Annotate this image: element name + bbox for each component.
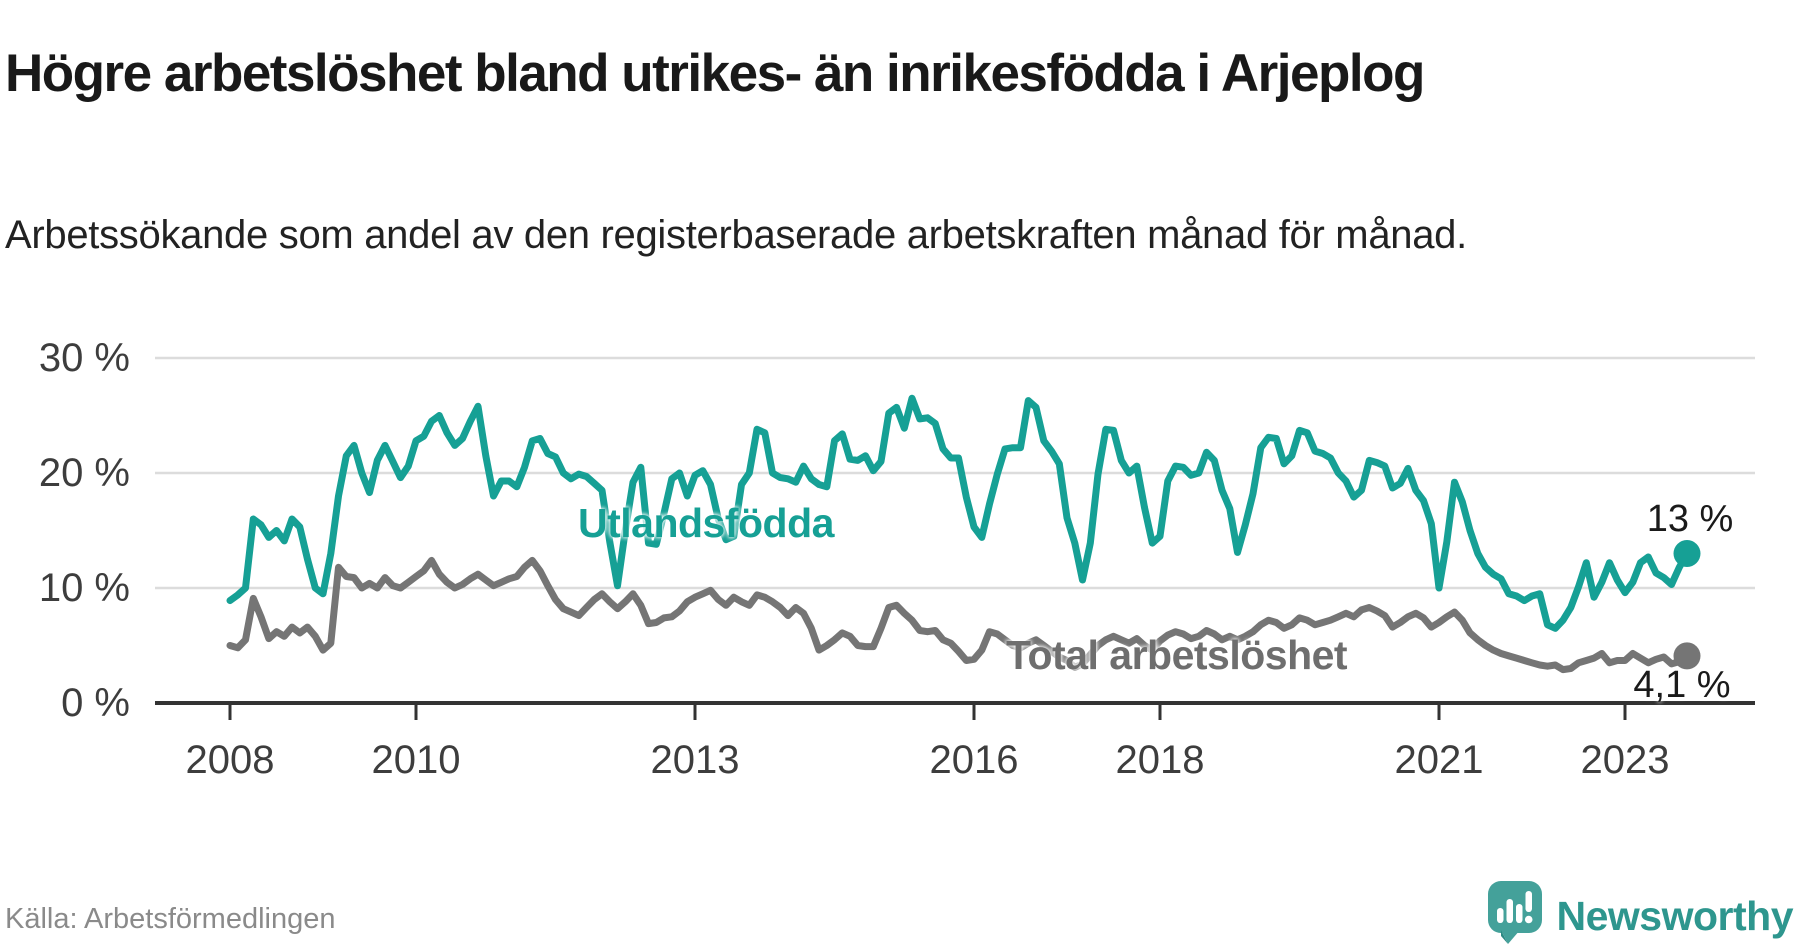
page-subtitle: Arbetssökande som andel av den registerb… <box>5 213 1467 257</box>
end-value-label-total: 4,1 % <box>1633 664 1731 706</box>
x-axis-tick-label: 2023 <box>1580 738 1670 782</box>
x-axis-tick-label: 2008 <box>185 738 275 782</box>
brand-logo[interactable]: Newsworthy <box>1487 880 1794 948</box>
y-axis-tick-label: 30 % <box>38 336 130 380</box>
page-title: Högre arbetslöshet bland utrikes- än inr… <box>5 43 1425 103</box>
y-axis-tick-label: 0 % <box>61 681 130 725</box>
x-axis-tick-label: 2021 <box>1394 738 1484 782</box>
series-label-utlandsfodda: Utlandsfödda <box>578 500 834 546</box>
x-axis-tick-label: 2018 <box>1115 738 1205 782</box>
y-axis-tick-label: 10 % <box>38 566 130 610</box>
y-axis-tick-label: 20 % <box>38 451 130 495</box>
end-value-label-utlandsfodda: 13 % <box>1646 498 1734 540</box>
x-axis-tick-label: 2013 <box>650 738 740 782</box>
newsworthy-speech-bubble-chart-icon <box>1487 880 1544 948</box>
series-label-total-arbetsloshet: Total arbetslöshet <box>1006 632 1348 678</box>
brand-name: Newsworthy <box>1556 892 1794 939</box>
source-credit: Källa: Arbetsförmedlingen <box>5 903 336 935</box>
x-axis-tick-label: 2010 <box>371 738 461 782</box>
x-axis-tick-label: 2016 <box>929 738 1019 782</box>
